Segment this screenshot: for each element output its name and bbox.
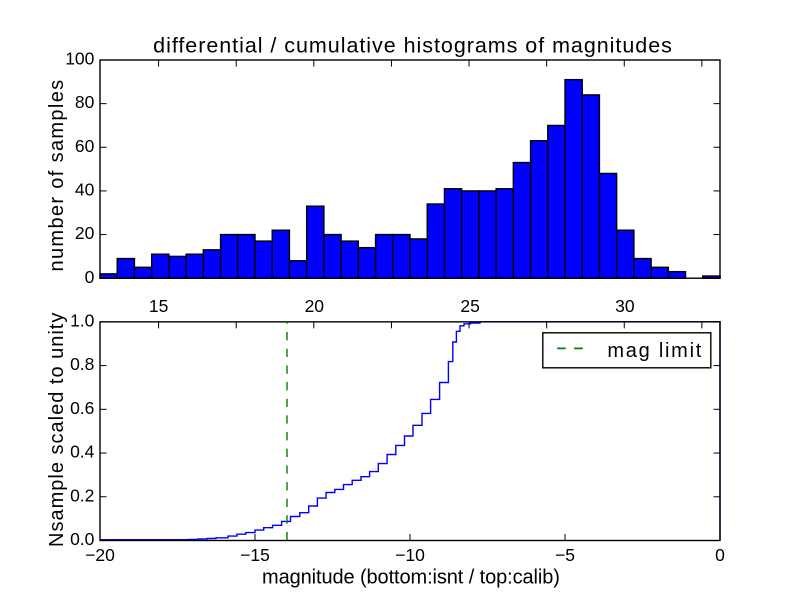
- svg-text:mag limit: mag limit: [607, 340, 703, 362]
- svg-text:−5: −5: [555, 545, 575, 565]
- svg-text:1.0: 1.0: [70, 311, 95, 331]
- svg-text:0.6: 0.6: [70, 398, 94, 418]
- svg-text:differential / cumulative hist: differential / cumulative histograms of …: [153, 34, 673, 58]
- svg-text:Nsample scaled to unity: Nsample scaled to unity: [46, 312, 68, 547]
- svg-text:0.2: 0.2: [70, 485, 94, 505]
- svg-text:0.0: 0.0: [70, 529, 95, 549]
- svg-text:−20: −20: [85, 545, 115, 565]
- svg-text:30: 30: [615, 296, 635, 316]
- svg-text:0.8: 0.8: [70, 354, 94, 374]
- svg-text:20: 20: [305, 296, 325, 316]
- svg-text:0: 0: [715, 545, 725, 565]
- svg-text:60: 60: [75, 136, 95, 156]
- svg-text:40: 40: [75, 180, 95, 200]
- svg-text:−15: −15: [240, 545, 270, 565]
- svg-text:number of samples: number of samples: [46, 78, 68, 271]
- svg-text:25: 25: [460, 296, 479, 316]
- svg-text:0: 0: [85, 267, 95, 287]
- svg-text:15: 15: [149, 296, 168, 316]
- svg-text:−10: −10: [395, 545, 425, 565]
- svg-text:0.4: 0.4: [70, 442, 95, 462]
- svg-text:magnitude (bottom:isnt / top:c: magnitude (bottom:isnt / top:calib): [262, 566, 560, 588]
- svg-text:80: 80: [75, 92, 95, 112]
- svg-text:20: 20: [75, 223, 95, 243]
- svg-text:100: 100: [65, 49, 94, 69]
